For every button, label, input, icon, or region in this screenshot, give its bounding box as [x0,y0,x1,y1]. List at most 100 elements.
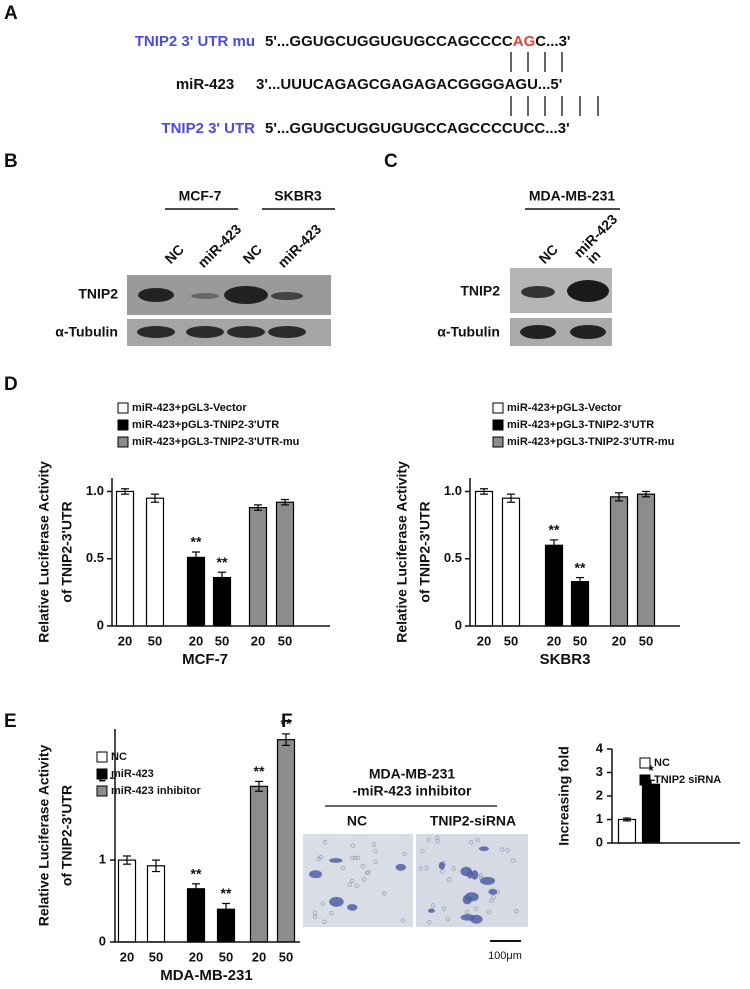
pore [360,863,365,869]
band [521,286,555,298]
sequence: 5'...GGUGCUGGUGUGCCAGCCCCAGC...3' [265,33,571,50]
error-bar [576,576,584,587]
y-tick-label: 0.5 [86,550,104,565]
legend-swatch [96,751,108,763]
x-tick-label: 20 [612,633,626,648]
pore [354,883,360,888]
pore [434,835,440,841]
bar [145,497,165,627]
pore [322,840,328,845]
pore [465,909,470,915]
pore [347,882,352,887]
x-tick-label: 20 [251,633,265,648]
bar [249,785,269,943]
image-label: TNIP2-siRNA [430,813,516,829]
error-bar [642,490,650,498]
error-bar [281,498,289,506]
pore [382,891,387,896]
y-axis-label: Relative Luciferase Activity [394,461,410,643]
row-label: TNIP2 [78,286,118,302]
bands [137,326,306,338]
x-tick-label: 50 [639,633,653,648]
cell [346,904,358,911]
bar [276,739,296,943]
sequence: 5'...GGUGCUGGUGUGCCAGCCCCUCC...3' [265,120,570,137]
x-tick-label: 50 [573,633,587,648]
cell [329,858,343,863]
significance: ** [191,866,202,882]
panel-label: A [4,3,18,24]
pore [312,910,318,915]
pore [426,837,431,842]
pore [489,898,494,903]
pore [312,914,318,919]
y-axis-label: Increasing fold [556,746,572,846]
cell [478,846,489,852]
x-axis-label: SKBR3 [540,651,591,668]
significance: ** [221,885,232,901]
panel-label: E [4,711,17,732]
image-title: MDA-MB-231 [369,766,456,782]
legend-swatch [492,419,504,431]
bar [636,493,656,627]
significance: ** [575,559,586,575]
pore [350,855,355,860]
significance: ** [281,716,292,732]
panel-label: C [384,151,398,172]
group-label: MDA-MB-231 [529,188,616,204]
bar [186,556,206,627]
x-tick-label: 20 [252,949,266,964]
error-bar [123,855,131,865]
bar [212,576,232,627]
y-tick-label: 1 [99,852,106,867]
bands [138,286,303,304]
significance: * [648,762,654,778]
pore [446,877,452,882]
legend-label: miR-423+pGL3-TNIP2-3'UTR [507,419,654,431]
group-label: SKBR3 [274,188,322,204]
sequence-part: C...3' [535,33,570,50]
cell [488,888,498,895]
bar [617,818,637,844]
pore [424,866,429,871]
panel-label: B [4,151,18,172]
legend-label: miR-423+pGL3-Vector [132,402,247,414]
legend-swatch [639,774,651,786]
row-label: α-Tubulin [437,324,500,340]
image-title: -miR-423 inhibitor [352,783,472,799]
x-tick-label: 50 [149,949,163,964]
legend-swatch [117,402,129,414]
significance: ** [191,534,202,550]
cell [395,863,406,871]
y-axis-label: of TNIP2-3'UTR [417,501,433,602]
y-tick-label: 0 [99,933,106,948]
band [567,280,609,302]
x-tick-label: 50 [215,633,229,648]
lane-label: miR-423 [194,221,244,271]
x-tick-label: 20 [120,949,134,964]
cell [460,866,472,877]
legend-label: miR-423+pGL3-TNIP2-3'UTR-mu [507,436,674,448]
group-label: MCF-7 [179,188,222,204]
error-bar [255,780,263,792]
y-tick-label: 1 [596,811,603,826]
cell [470,914,483,924]
y-tick-label: 0 [455,617,462,632]
pore [350,843,356,848]
cell [464,892,479,902]
x-tick-label: 20 [189,633,203,648]
pore [511,858,516,863]
error-bar [480,488,488,495]
significance: ** [217,554,228,570]
x-tick-label: 20 [547,633,561,648]
legend-swatch [117,436,129,448]
pore [361,877,367,882]
legend-swatch [96,785,108,797]
y-tick-label: 0 [97,617,104,632]
x-tick-label: 20 [118,633,132,648]
error-bar [550,539,558,552]
lane-label: miR-423 [274,221,324,271]
pore [441,906,447,911]
bar [474,490,494,627]
micrograph [416,834,528,927]
